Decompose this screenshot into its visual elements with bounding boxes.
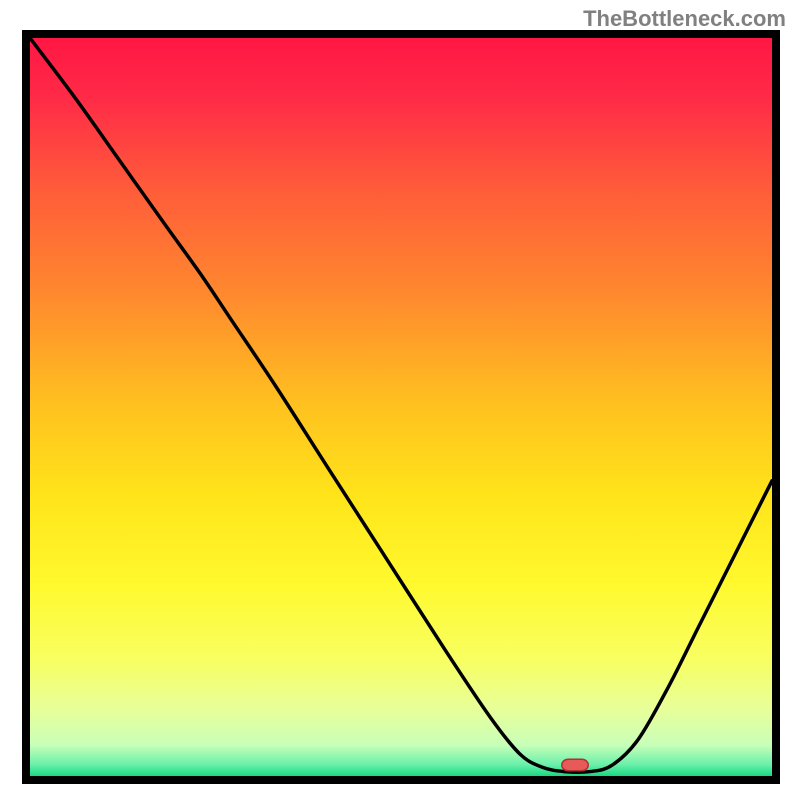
watermark-text: TheBottleneck.com	[583, 6, 786, 32]
curve-line	[30, 38, 772, 776]
chart-container: TheBottleneck.com	[0, 0, 800, 800]
optimal-marker	[561, 758, 589, 771]
plot-area	[22, 30, 780, 784]
